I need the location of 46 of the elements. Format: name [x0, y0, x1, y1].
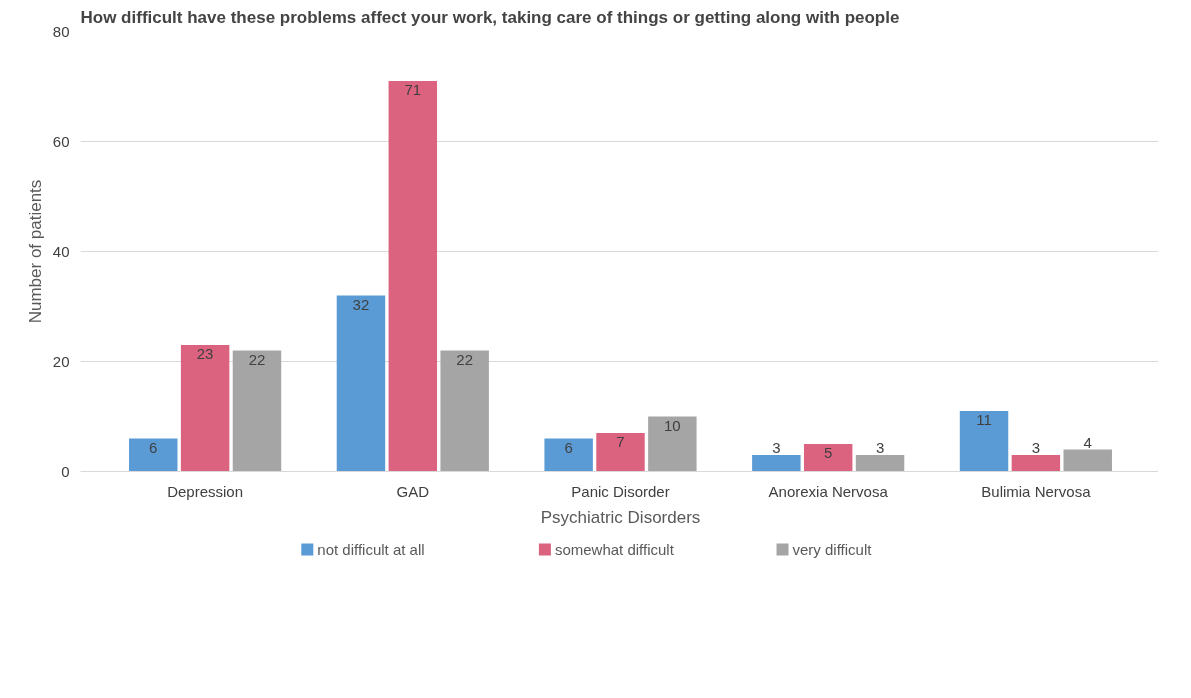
- data-label: 6: [564, 438, 573, 456]
- data-label: 7: [616, 433, 625, 450]
- bar: [232, 350, 282, 472]
- bar: [1011, 455, 1061, 472]
- x-tick-label: Anorexia Nervosa: [768, 482, 889, 500]
- bar: [180, 345, 230, 472]
- x-tick-label: Panic Disorder: [571, 482, 670, 500]
- bar: [336, 295, 386, 472]
- y-axis-title: Number of patients: [25, 179, 45, 324]
- bar: [803, 444, 853, 472]
- bar: [129, 438, 178, 472]
- data-label: 3: [875, 439, 885, 456]
- data-label: 6: [149, 438, 158, 456]
- x-tick-label: Bulimia Nervosa: [981, 482, 1092, 500]
- y-tick-label: 0: [61, 462, 70, 480]
- data-label: 3: [1031, 439, 1041, 456]
- bar: [440, 350, 489, 472]
- legend-label: not difficult at all: [317, 541, 425, 558]
- x-tick-label: Depression: [167, 482, 244, 500]
- data-label: 22: [248, 350, 266, 368]
- bar: [752, 455, 801, 472]
- chart-title: How difficult have these problems affect your work, taking care of things or getting along with people: [80, 7, 900, 27]
- x-tick-label: GAD: [396, 482, 430, 500]
- data-label: 22: [456, 350, 474, 368]
- legend-label: very difficult: [792, 541, 873, 558]
- data-label: 4: [1083, 433, 1092, 451]
- y-tick-label: 20: [52, 352, 70, 370]
- x-axis-title: Psychiatric Disorders: [540, 507, 701, 527]
- data-label: 10: [664, 416, 681, 434]
- bar: [855, 455, 905, 472]
- bar: [648, 416, 697, 472]
- data-label: 32: [352, 295, 370, 313]
- bar: [596, 433, 645, 472]
- legend-label: somewhat difficult: [554, 541, 675, 558]
- data-label: 23: [196, 345, 214, 362]
- y-tick-label: 40: [52, 242, 70, 260]
- bar: [1063, 449, 1112, 472]
- data-label: 3: [772, 439, 781, 456]
- bar: [544, 438, 593, 472]
- bar: [959, 411, 1009, 472]
- data-label: 71: [404, 81, 422, 98]
- y-tick-label: 60: [52, 132, 70, 150]
- data-label: 11: [976, 411, 992, 428]
- y-tick-label: 80: [52, 22, 70, 40]
- bar: [388, 81, 438, 472]
- data-label: 5: [824, 444, 833, 461]
